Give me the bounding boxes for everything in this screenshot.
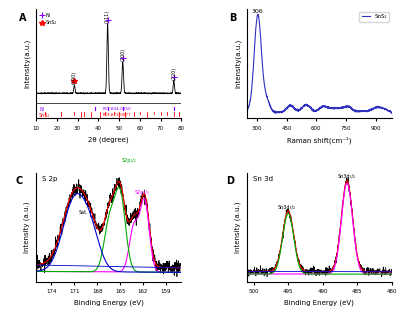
Text: S2p₁/₂: S2p₁/₂: [122, 158, 137, 163]
Text: A: A: [18, 13, 26, 23]
Y-axis label: Intensity (a.u.): Intensity (a.u.): [235, 202, 241, 253]
Text: (111): (111): [105, 10, 110, 23]
X-axis label: Raman shift(cm⁻¹): Raman shift(cm⁻¹): [287, 136, 352, 144]
Text: D: D: [226, 176, 234, 186]
Text: Sat.: Sat.: [79, 210, 88, 215]
X-axis label: 2θ (degree): 2θ (degree): [88, 136, 129, 143]
Y-axis label: Intensity(a.u.): Intensity(a.u.): [235, 39, 241, 89]
Text: Ni: Ni: [39, 107, 44, 112]
Text: PDF#23-0677: PDF#23-0677: [102, 113, 131, 117]
Text: Sn 3d: Sn 3d: [252, 176, 272, 182]
Text: (220): (220): [171, 67, 176, 80]
Text: PDF#04-0850: PDF#04-0850: [102, 107, 131, 111]
Text: (100): (100): [72, 71, 77, 84]
Text: Sn3d₃/₂: Sn3d₃/₂: [278, 204, 296, 209]
Y-axis label: Intensity (a.u.): Intensity (a.u.): [24, 202, 30, 253]
Y-axis label: Intensity(a.u.): Intensity(a.u.): [24, 39, 30, 89]
Text: 306: 306: [252, 9, 264, 14]
Text: (200): (200): [120, 48, 125, 61]
Legend: Ni, SnS₂: Ni, SnS₂: [38, 12, 58, 26]
X-axis label: Binding Energy (eV): Binding Energy (eV): [74, 300, 144, 306]
Text: C: C: [16, 176, 23, 186]
Text: B: B: [229, 13, 237, 23]
Text: S2p₃/₂: S2p₃/₂: [134, 190, 149, 195]
Legend: SnS₂: SnS₂: [359, 12, 389, 22]
X-axis label: Binding Energy (eV): Binding Energy (eV): [284, 300, 354, 306]
Text: SnS₂: SnS₂: [39, 113, 50, 118]
Text: S 2p: S 2p: [42, 176, 57, 182]
Text: Sn3d₅/₂: Sn3d₅/₂: [338, 174, 356, 179]
